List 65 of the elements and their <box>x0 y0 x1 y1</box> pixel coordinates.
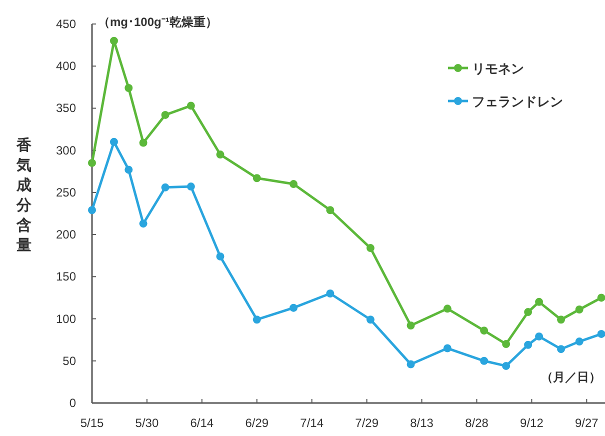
y-tick-label: 300 <box>56 143 76 158</box>
point <box>326 206 334 214</box>
y-tick-label: 450 <box>56 17 76 31</box>
point <box>406 322 415 330</box>
point <box>597 294 605 302</box>
point <box>216 150 224 159</box>
point <box>88 158 96 167</box>
y-tick-label: 0 <box>69 396 76 410</box>
y-tick-label: 150 <box>56 270 76 284</box>
x-tick-label: 9/12 <box>520 416 544 430</box>
y-tick-label: 100 <box>56 312 76 326</box>
point <box>186 182 195 191</box>
point <box>575 306 584 314</box>
point <box>366 244 374 252</box>
y-tick-label: 400 <box>56 59 76 74</box>
point <box>557 345 566 354</box>
point <box>110 138 118 146</box>
point <box>597 330 605 338</box>
point <box>124 166 133 174</box>
point <box>557 316 566 324</box>
x-tick-label: 5/30 <box>135 416 159 430</box>
x-tick-label: 7/14 <box>300 416 324 430</box>
point <box>326 290 334 298</box>
point <box>161 183 170 192</box>
x-tick-label: 8/28 <box>465 416 489 430</box>
point <box>406 360 415 368</box>
legend-label: リモネン <box>472 61 524 76</box>
point <box>252 174 261 182</box>
point <box>252 316 261 324</box>
x-tick-label: 7/29 <box>355 416 379 430</box>
point <box>139 138 148 147</box>
point <box>502 362 510 370</box>
point <box>535 298 544 306</box>
point <box>290 180 298 188</box>
point <box>124 84 133 92</box>
y-tick-label: 250 <box>56 185 76 200</box>
point <box>290 304 298 312</box>
x-tick-label: 9/27 <box>575 416 599 430</box>
point <box>88 206 96 214</box>
x-tick-label: 6/14 <box>190 416 214 430</box>
y-tick-label: 200 <box>56 228 76 242</box>
point <box>110 36 118 45</box>
annotation: （月／日） <box>541 370 601 384</box>
legend-label: フェランドレン <box>472 94 563 109</box>
x-tick-label: 6/29 <box>245 416 269 430</box>
point <box>366 316 374 324</box>
point <box>480 356 488 365</box>
y-tick-label: 350 <box>56 101 76 116</box>
point <box>535 332 544 340</box>
y-axis-title: 香気成分含量 <box>16 137 32 254</box>
point <box>524 308 532 316</box>
x-tick-label: 5/15 <box>80 416 104 430</box>
point <box>443 304 452 313</box>
point <box>480 326 488 335</box>
point <box>216 252 224 260</box>
point <box>186 102 195 110</box>
x-tick-label: 8/13 <box>410 416 434 430</box>
point <box>161 110 170 119</box>
y-tick-label: 50 <box>62 354 76 368</box>
point <box>139 220 148 228</box>
point <box>524 340 532 349</box>
point <box>443 344 452 352</box>
annotation: （mg･100g⁻¹乾燥重） <box>98 15 218 29</box>
point <box>502 340 510 348</box>
point <box>575 338 584 346</box>
